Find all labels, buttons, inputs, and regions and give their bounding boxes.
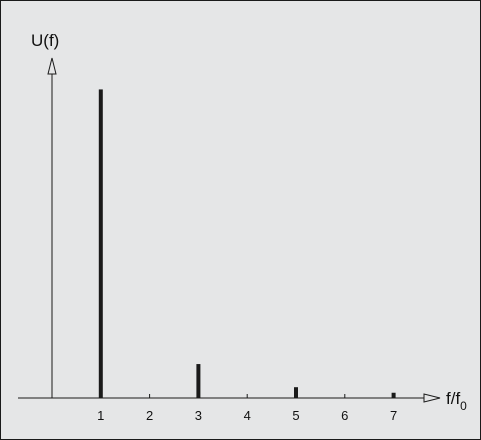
x-axis-label: f/f0 — [446, 389, 467, 413]
x-tick-label-1: 1 — [97, 408, 104, 423]
x-axis-arrow — [423, 393, 441, 403]
x-tick-label-3: 3 — [195, 408, 202, 423]
x-tick-label-2: 2 — [146, 408, 153, 423]
x-tick-label-4: 4 — [244, 408, 251, 423]
spectral-line-7 — [391, 392, 396, 398]
spectral-line-1 — [98, 89, 103, 398]
x-axis-label-subscript: 0 — [460, 399, 467, 413]
x-tick-label-5: 5 — [292, 408, 299, 423]
x-tick-label-7: 7 — [390, 408, 397, 423]
y-axis — [47, 57, 57, 398]
x-axis-label-main: f/f — [446, 389, 460, 408]
x-tick-label-6: 6 — [341, 408, 348, 423]
y-axis-arrow — [47, 57, 57, 75]
spectral-line-5 — [294, 387, 298, 398]
y-axis-label: U(f) — [31, 31, 59, 50]
x-axis — [18, 393, 441, 403]
spectral-line-3 — [196, 364, 201, 398]
spectral-lines — [98, 89, 396, 398]
